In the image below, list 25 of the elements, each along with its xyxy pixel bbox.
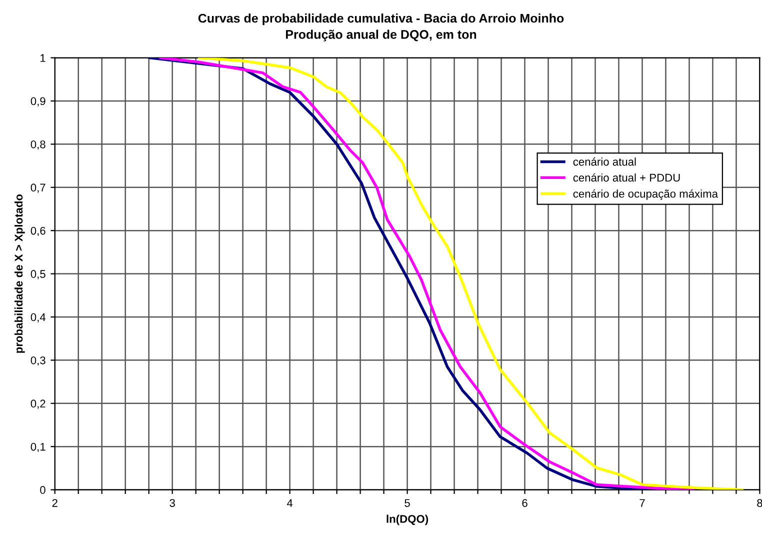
y-tick-label: 0,8 — [30, 140, 46, 150]
legend-label: cenário atual + PDDU — [573, 173, 680, 182]
y-tick-label: 0,1 — [30, 442, 46, 452]
chart-title: Curvas de probabilidade cumulativa - Bacia do Arroio Moinho — [198, 14, 564, 26]
y-tick-label: 0,7 — [30, 184, 46, 193]
y-tick-label: 0,9 — [30, 97, 46, 106]
x-tick-label: 5 — [404, 499, 410, 507]
y-tick-label: 0,5 — [30, 270, 46, 280]
x-tick-label: 4 — [286, 499, 293, 507]
x-tick-label: 7 — [640, 499, 645, 507]
y-tick-label: 0,6 — [30, 226, 46, 236]
y-axis-title: probabilidade de X > Xplotado — [14, 194, 25, 353]
legend-label: cenário atual — [573, 157, 636, 166]
y-tick-label: 0,4 — [30, 313, 46, 322]
chart-subtitle: Produção anual de DQO, em ton — [286, 30, 476, 42]
x-tick-label: 6 — [522, 499, 528, 507]
x-tick-label: 2 — [52, 499, 58, 507]
x-axis-title: ln(DQO) — [386, 514, 428, 526]
legend-label: cenário de ocupação máxima — [573, 189, 718, 200]
y-tick-label: 1 — [40, 54, 46, 62]
x-tick-label: 3 — [170, 499, 175, 507]
y-tick-label: 0,3 — [30, 356, 46, 366]
y-tick-label: 0 — [40, 486, 46, 494]
x-tick-label: 8 — [757, 499, 762, 507]
y-tick-label: 0,2 — [30, 400, 46, 409]
